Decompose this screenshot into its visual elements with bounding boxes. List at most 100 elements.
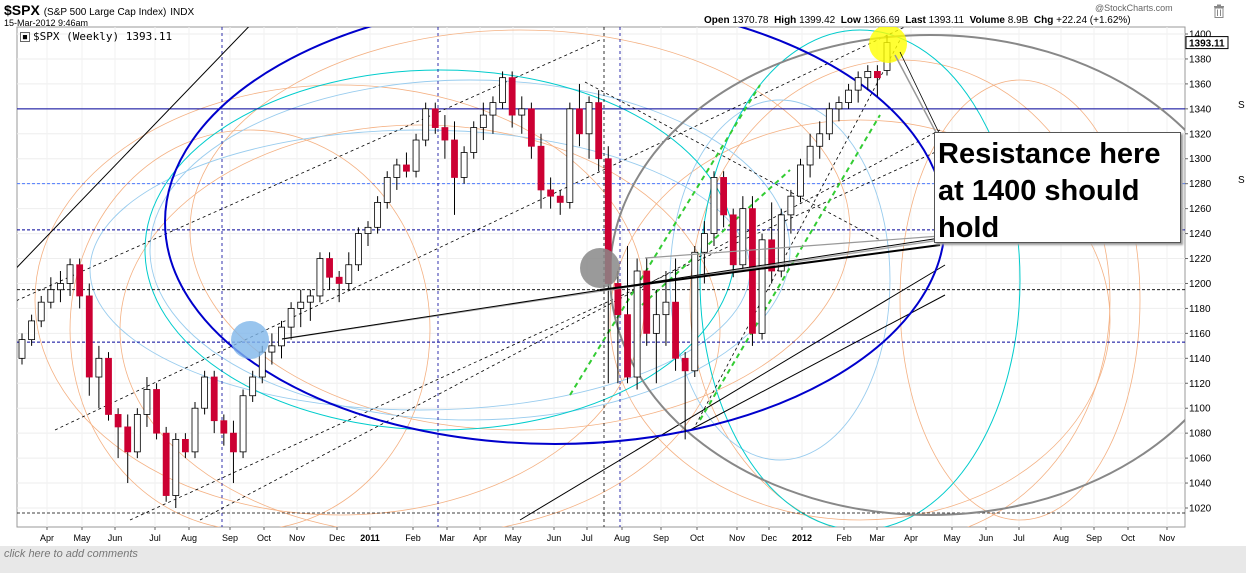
callout-line: Resistance here	[938, 138, 1161, 170]
trend-line	[584, 81, 881, 241]
candle-body	[37, 301, 45, 322]
candle-body	[191, 407, 199, 453]
candle-body	[18, 339, 26, 359]
price-tick-label: 1080	[1189, 429, 1212, 440]
candle-body	[143, 389, 151, 415]
candle-body	[460, 152, 468, 178]
candle-body	[681, 357, 689, 372]
price-tick-label: 1260	[1189, 204, 1212, 215]
last-price-box	[1185, 36, 1229, 50]
candle-body	[220, 420, 228, 434]
chart-datestamp: 15-Mar-2012 9:46am	[4, 18, 89, 28]
candle-body	[835, 102, 843, 110]
candle-body	[768, 239, 776, 272]
time-tick-label: Jun	[979, 533, 994, 543]
candle-body	[47, 289, 55, 303]
candle-body	[470, 127, 478, 153]
callout-pointer-line	[599, 244, 941, 291]
candle-body	[230, 432, 237, 453]
time-tick-label: Mar	[869, 533, 885, 543]
candle-body	[537, 145, 545, 191]
trash-icon[interactable]	[1213, 4, 1225, 18]
candle-body	[210, 376, 218, 422]
candle-body	[691, 251, 699, 372]
time-tick-label: Mar	[439, 533, 455, 543]
candle-body	[499, 77, 506, 104]
add-comments-link[interactable]: click here to add comments	[4, 548, 138, 560]
candle-body	[364, 226, 372, 234]
time-tick-label: May	[943, 533, 961, 543]
series-legend[interactable]: ■ $SPX (Weekly) 1393.11	[20, 30, 172, 43]
candle-body	[335, 276, 343, 284]
time-tick-label: Oct	[1121, 533, 1136, 543]
time-tick-label: Aug	[181, 533, 197, 543]
callout-pointer-line	[894, 54, 941, 141]
candle-body	[547, 189, 555, 197]
sidebar-scroll-label[interactable]: S	[1238, 100, 1245, 111]
last-value: 1393.11	[928, 15, 965, 26]
candle-body	[633, 270, 641, 378]
fibonacci-ellipse	[699, 29, 1021, 527]
series-label: $SPX (Weekly) 1393.11	[33, 30, 173, 43]
candle-body	[57, 283, 64, 291]
candle-body	[412, 139, 420, 172]
comments-bar[interactable]: click here to add comments	[0, 546, 1246, 573]
candle-body	[672, 301, 679, 359]
sidebar-scroll-label[interactable]: S	[1238, 175, 1245, 186]
time-tick-label: Jun	[108, 533, 123, 543]
callout-line: hold	[938, 212, 1000, 244]
time-tick-label: Oct	[257, 533, 272, 543]
candle-body	[181, 438, 189, 453]
candle-body	[105, 357, 112, 415]
candle-body	[585, 102, 593, 135]
candle-body	[297, 301, 305, 309]
candle-body	[527, 108, 535, 147]
callout-line: at 1400 should	[938, 175, 1140, 207]
time-tick-label: Aug	[1053, 533, 1069, 543]
time-tick-label: 2012	[792, 533, 812, 543]
symbol-description: (S&P 500 Large Cap Index)	[43, 7, 167, 18]
price-axis: 1020 1040 1060 1080 1100 1120 1140 1160 1180 1200…	[1185, 30, 1229, 515]
time-tick-label: Feb	[836, 533, 852, 543]
candle-body	[729, 214, 737, 266]
candle-body	[739, 208, 747, 266]
blue-marker-circle	[231, 321, 269, 359]
quote-bar: Open 1370.78 High 1399.42 Low 1366.69 La…	[704, 15, 1131, 26]
volume-label: Volume	[969, 15, 1005, 26]
candle-body	[153, 389, 160, 434]
candle-body	[710, 177, 718, 234]
candle-body	[124, 426, 132, 453]
candlestick-series	[18, 34, 891, 508]
candle-body	[287, 308, 295, 328]
candle-body	[556, 195, 564, 203]
time-tick-label: Sep	[222, 533, 238, 543]
fibonacci-ellipse	[69, 129, 431, 527]
fibonacci-ellipse	[609, 119, 1111, 521]
time-tick-label: Sep	[1086, 533, 1102, 543]
price-tick-label: 1240	[1189, 229, 1212, 240]
candle-body	[431, 108, 439, 128]
time-tick-label: May	[73, 533, 91, 543]
candle-body	[777, 214, 785, 272]
candle-body	[451, 139, 458, 178]
last-label: Last	[905, 15, 926, 26]
fibonacci-ellipse	[149, 79, 791, 421]
price-tick-label: 1140	[1189, 354, 1211, 365]
candle-body	[422, 108, 430, 141]
callout-pointer-line	[644, 235, 941, 259]
series-toggle-icon[interactable]: ■	[20, 32, 30, 42]
chg-label: Chg	[1033, 15, 1054, 26]
brand-logo: @StockCharts.com	[1095, 3, 1173, 13]
candle-body	[508, 77, 516, 116]
price-tick-label: 1160	[1189, 329, 1211, 340]
candle-body	[28, 320, 36, 341]
trend-line	[519, 264, 946, 521]
candle-body	[864, 71, 872, 79]
price-tick-label: 1200	[1189, 279, 1212, 290]
exchange: INDX	[170, 7, 195, 18]
price-tick-label: 1340	[1189, 104, 1212, 115]
candle-body	[566, 108, 574, 203]
candle-body	[239, 395, 247, 453]
trend-line	[199, 129, 941, 521]
candle-body	[316, 258, 324, 297]
